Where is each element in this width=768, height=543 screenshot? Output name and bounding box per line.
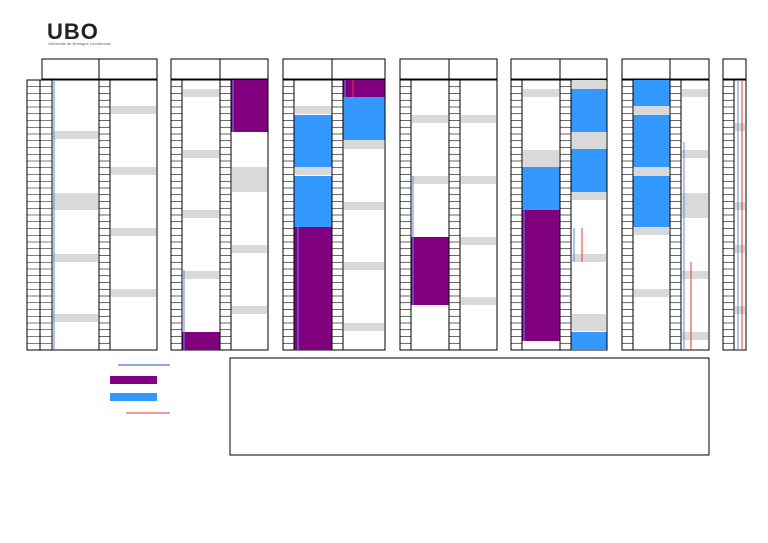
break-band — [183, 210, 219, 218]
day-header — [170, 58, 221, 80]
break-band — [295, 106, 331, 114]
break-band — [461, 237, 496, 245]
break-band — [461, 115, 496, 123]
legend-purple — [110, 376, 157, 384]
day-header — [219, 58, 269, 80]
course-block — [182, 332, 220, 350]
course-block — [231, 80, 268, 132]
break-band — [523, 89, 559, 97]
break-band — [634, 106, 669, 115]
break-band — [572, 314, 606, 331]
break-band — [461, 297, 496, 305]
break-band — [232, 245, 267, 253]
break-band — [183, 150, 219, 158]
break-band — [344, 140, 384, 149]
course-block — [411, 237, 449, 305]
course-block — [343, 80, 385, 97]
day-column — [109, 79, 158, 351]
break-band — [111, 228, 156, 236]
legend-blue — [110, 393, 157, 401]
course-block — [571, 332, 607, 350]
course-block — [294, 227, 332, 350]
course-block — [522, 167, 560, 210]
break-band — [232, 167, 267, 192]
break-band — [232, 306, 267, 314]
break-band — [111, 289, 156, 297]
break-band — [523, 150, 559, 167]
course-block — [343, 97, 385, 140]
break-band — [412, 176, 448, 184]
break-band — [682, 332, 708, 340]
course-block — [571, 89, 607, 132]
break-band — [572, 192, 606, 200]
break-band — [53, 131, 98, 139]
break-band — [682, 89, 708, 97]
break-band — [735, 306, 745, 314]
day-header — [621, 58, 671, 80]
day-header — [282, 58, 333, 80]
break-band — [572, 80, 606, 89]
break-band — [572, 254, 606, 262]
break-band — [412, 115, 448, 123]
day-header — [722, 58, 747, 80]
course-block — [522, 210, 560, 341]
break-band — [634, 227, 669, 235]
day-header — [559, 58, 608, 80]
day-header — [41, 58, 100, 80]
break-band — [53, 193, 98, 210]
day-column — [51, 79, 100, 351]
break-band — [572, 132, 606, 149]
break-band — [682, 150, 708, 158]
break-band — [183, 89, 219, 97]
break-band — [634, 167, 669, 176]
break-band — [53, 314, 98, 322]
details-panel — [229, 357, 710, 456]
day-header — [669, 58, 710, 80]
course-block — [571, 149, 607, 192]
logo-subtitle: Université de Bretagne Occidentale — [48, 41, 112, 46]
break-band — [295, 167, 331, 175]
day-header — [331, 58, 386, 80]
break-band — [682, 193, 708, 218]
course-block — [294, 176, 332, 227]
course-block — [633, 115, 670, 167]
logo: UBO — [47, 19, 99, 44]
break-band — [183, 271, 219, 279]
day-header — [510, 58, 561, 80]
day-header — [98, 58, 158, 80]
break-band — [735, 245, 745, 253]
break-band — [53, 254, 98, 262]
break-band — [735, 202, 745, 210]
break-band — [344, 323, 384, 331]
course-block — [633, 176, 670, 227]
break-band — [344, 202, 384, 210]
break-band — [735, 123, 745, 131]
break-band — [111, 167, 156, 175]
break-band — [111, 106, 156, 114]
day-header — [399, 58, 450, 80]
day-header — [448, 58, 498, 80]
break-band — [344, 262, 384, 270]
break-band — [634, 289, 669, 297]
day-column — [733, 79, 747, 351]
break-band — [461, 176, 496, 184]
course-block — [294, 115, 332, 167]
break-band — [682, 271, 708, 279]
course-block — [633, 80, 670, 106]
